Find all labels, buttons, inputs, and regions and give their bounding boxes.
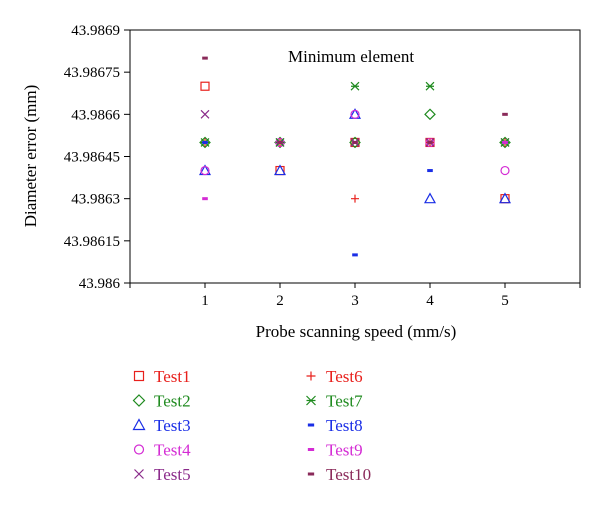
data-points [198, 56, 512, 257]
data-point-test10 [352, 140, 358, 144]
legend-label: Test2 [154, 392, 191, 411]
data-point-test2 [199, 136, 211, 149]
y-tick-label: 43.98615 [64, 234, 120, 250]
x-tick-label: 2 [276, 293, 284, 309]
y-tick-label: 43.9863 [71, 192, 120, 208]
legend-item: Test8 [307, 416, 363, 435]
annotation-text: Minimum element [288, 47, 414, 66]
legend-marker-icon [306, 395, 316, 406]
legend-label: Test1 [154, 367, 191, 386]
legend-marker-icon [134, 469, 144, 479]
y-tick-label: 43.9866 [71, 107, 120, 123]
y-tick-label: 43.986 [79, 276, 121, 292]
data-point-test9 [202, 197, 208, 201]
legend-label: Test6 [326, 367, 363, 386]
data-point-test5 [200, 109, 210, 119]
y-axis-title: Diameter error (mm) [21, 85, 40, 228]
data-point-test3 [498, 192, 512, 204]
legend-label: Test7 [326, 392, 363, 411]
data-point-test10 [502, 112, 508, 116]
legend-item: Test9 [307, 441, 363, 460]
legend-item: Test10 [307, 465, 371, 484]
legend-label: Test3 [154, 416, 191, 435]
data-point-test7 [425, 81, 435, 91]
data-point-test10 [427, 140, 433, 144]
legend-marker-icon [307, 448, 315, 451]
data-point-test8 [202, 140, 208, 144]
legend-item: Test5 [134, 465, 191, 484]
y-axis: 43.986 43.98615 43.9863 43.98645 43.9866 43.9… [64, 23, 130, 292]
data-point-test4 [500, 165, 510, 176]
data-point-test2 [424, 108, 436, 121]
x-axis-title: Probe scanning speed (mm/s) [256, 322, 457, 341]
data-point-test8 [427, 169, 433, 173]
data-point-test1 [200, 81, 210, 91]
legend-item: Test7 [306, 392, 363, 411]
plot-frame [129, 29, 581, 284]
legend-marker-icon [307, 423, 315, 427]
legend: Test1 Test2 Test3 Test4 Test5 Test6 Test7 Test8… [132, 367, 371, 484]
legend-marker-icon [132, 394, 146, 407]
legend-label: Test5 [154, 465, 191, 484]
x-tick-label: 1 [201, 293, 209, 309]
data-point-test2 [499, 136, 511, 149]
legend-label: Test8 [326, 416, 363, 435]
x-axis: 1 2 3 4 5 [129, 283, 581, 309]
data-point-test10 [202, 56, 208, 60]
x-tick-label: 5 [501, 293, 509, 309]
legend-label: Test10 [326, 465, 371, 484]
data-point-test9 [502, 140, 508, 144]
legend-marker-icon [132, 418, 146, 431]
data-point-test4 [350, 109, 360, 119]
legend-item: Test3 [132, 416, 191, 435]
legend-item: Test1 [133, 367, 191, 386]
legend-item: Test2 [132, 392, 191, 411]
x-tick-label: 3 [351, 293, 359, 309]
legend-item: Test4 [133, 441, 191, 460]
y-tick-label: 43.98675 [64, 65, 120, 81]
legend-marker-icon [133, 444, 145, 455]
data-point-test10 [277, 140, 283, 144]
y-tick-label: 43.98645 [64, 150, 120, 166]
data-point-test6 [351, 194, 359, 203]
legend-marker-icon [306, 371, 316, 381]
legend-marker-icon [133, 370, 145, 382]
data-point-test3 [273, 164, 287, 176]
y-tick-label: 43.9869 [71, 23, 120, 39]
legend-label: Test4 [154, 441, 191, 460]
data-point-test2 [349, 136, 361, 149]
x-tick-label: 4 [426, 293, 434, 309]
legend-label: Test9 [326, 441, 363, 460]
data-point-test3 [423, 192, 437, 204]
data-point-test7 [350, 81, 360, 91]
data-point-test8 [352, 253, 358, 257]
data-point-test1 [350, 137, 360, 148]
legend-marker-icon [307, 472, 315, 476]
data-point-test4 [200, 165, 210, 176]
legend-item: Test6 [306, 367, 363, 386]
